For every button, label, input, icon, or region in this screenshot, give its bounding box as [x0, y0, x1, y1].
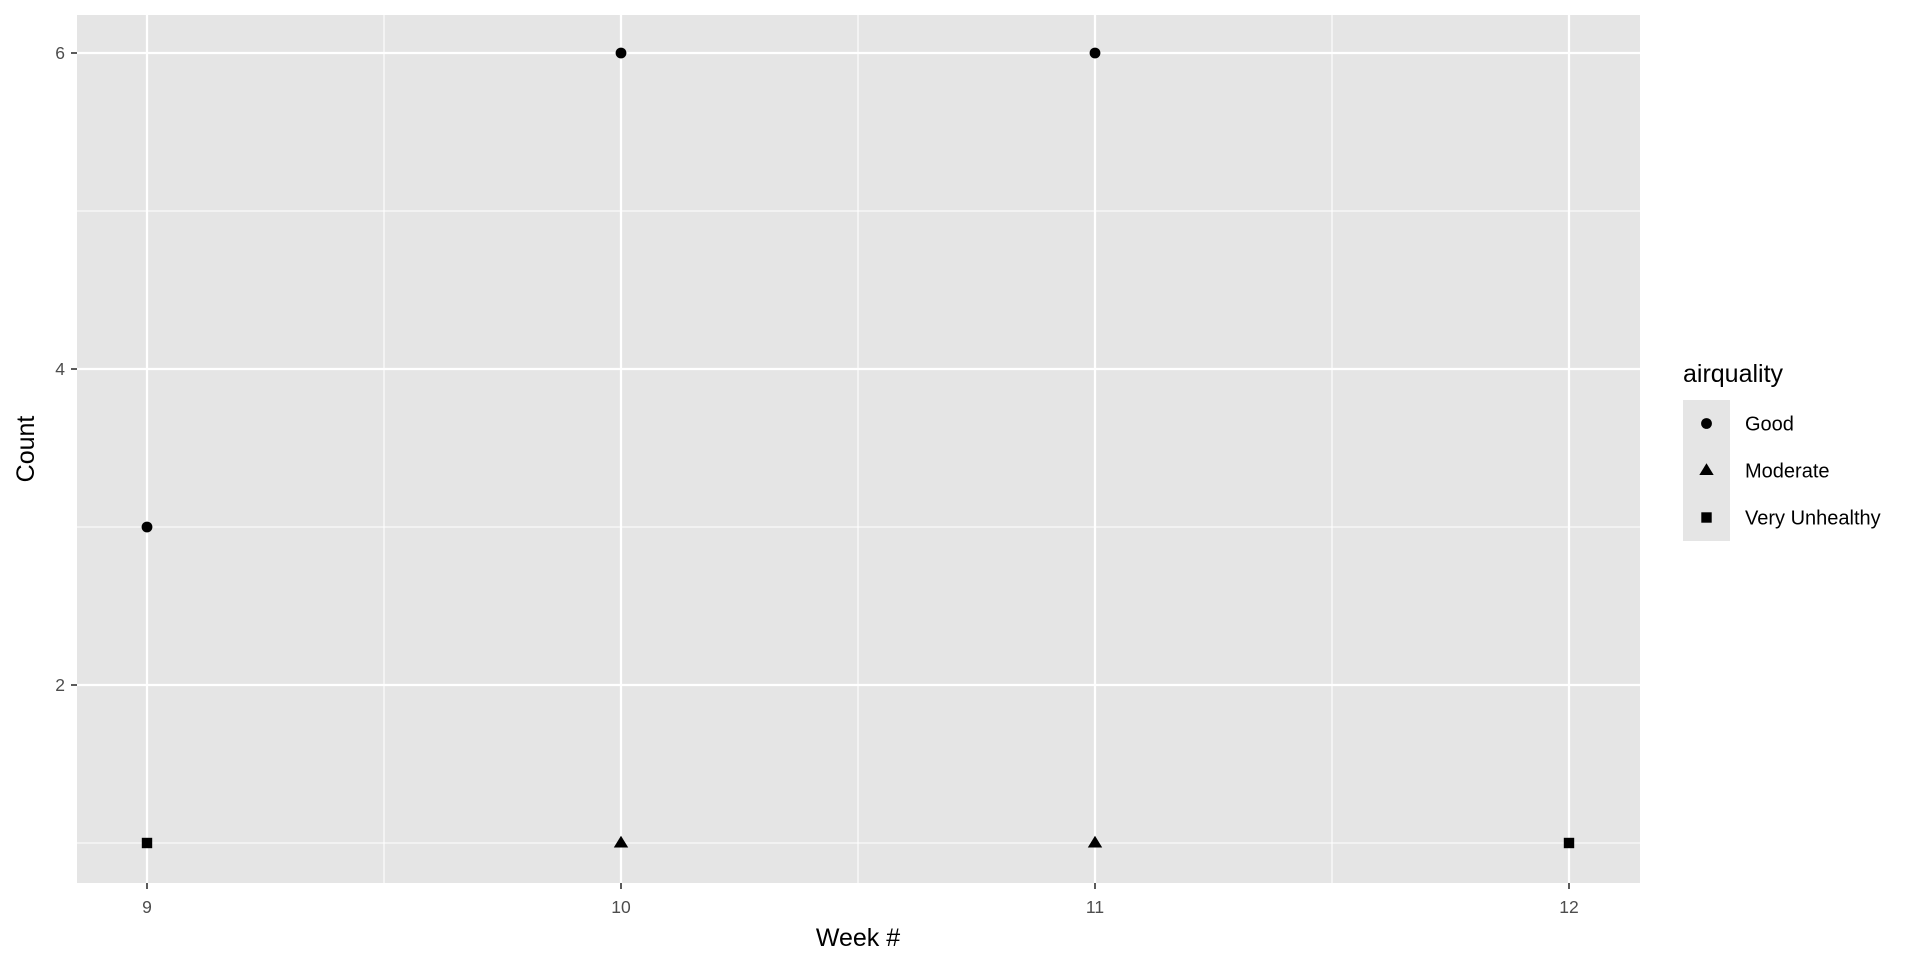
y-tick-label: 4 — [55, 359, 65, 379]
x-tick-label: 9 — [142, 897, 152, 917]
x-axis-title: Week # — [816, 924, 900, 952]
y-axis-title: Count — [12, 416, 40, 483]
data-point — [613, 835, 629, 848]
axis-ticks: 9 10 11 12 2 4 6 — [55, 43, 1578, 917]
legend-key-symbol — [1699, 463, 1714, 475]
legend: airquality Good Moderate Very Unhealthy — [1683, 360, 1881, 541]
data-points — [141, 47, 1575, 849]
legend-label: Good — [1745, 414, 1794, 436]
legend-title: airquality — [1683, 360, 1784, 388]
data-point — [1087, 835, 1103, 848]
x-tick-label: 10 — [611, 897, 631, 917]
minor-gridlines — [77, 15, 1640, 883]
legend-label: Moderate — [1745, 461, 1830, 483]
data-point — [1089, 47, 1101, 59]
data-point — [141, 837, 153, 849]
data-point — [615, 47, 627, 59]
major-gridlines — [77, 15, 1640, 883]
x-tick-label: 12 — [1559, 897, 1578, 917]
data-point — [1563, 837, 1575, 849]
data-point — [141, 521, 153, 533]
legend-key-symbol — [1701, 512, 1712, 523]
y-tick-label: 2 — [55, 675, 65, 695]
y-tick-label: 6 — [55, 43, 65, 63]
legend-label: Very Unhealthy — [1745, 508, 1881, 530]
x-tick-label: 11 — [1086, 897, 1104, 917]
legend-key-symbol — [1701, 418, 1712, 429]
